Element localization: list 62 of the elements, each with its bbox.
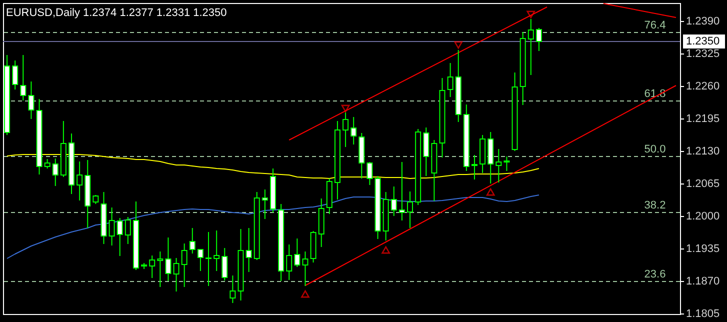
candlestick bbox=[165, 237, 172, 282]
candlestick bbox=[447, 62, 454, 98]
point bbox=[454, 41, 463, 49]
candlestick bbox=[398, 162, 405, 221]
candlestick bbox=[28, 81, 34, 120]
candlestick bbox=[504, 156, 510, 172]
candlestick bbox=[181, 243, 188, 288]
candlestick bbox=[52, 158, 58, 186]
candlestick bbox=[294, 238, 300, 268]
y-tick-label: 1.2325 bbox=[686, 48, 720, 60]
candlestick bbox=[206, 232, 212, 286]
candlestick bbox=[173, 258, 180, 292]
candlestick bbox=[536, 28, 542, 52]
point bbox=[526, 10, 536, 18]
candlestick bbox=[189, 228, 196, 254]
candlestick bbox=[262, 189, 268, 220]
annotation: 50.0 bbox=[644, 144, 666, 156]
y-tick-label: 1.1870 bbox=[686, 276, 720, 288]
candlestick bbox=[286, 244, 292, 280]
annotation: 76.4 bbox=[644, 20, 666, 32]
candlestick bbox=[76, 161, 83, 201]
y-tick-label: 1.2390 bbox=[686, 16, 720, 28]
line-series bbox=[6, 194, 540, 259]
line-series bbox=[6, 154, 540, 179]
point bbox=[486, 188, 495, 196]
candlestick bbox=[390, 186, 397, 216]
y-tick-label: 1.2130 bbox=[686, 146, 720, 158]
candlestick bbox=[342, 112, 349, 148]
candlestick bbox=[528, 18, 534, 76]
candlestick bbox=[496, 148, 502, 183]
y-tick-label: 1.2065 bbox=[686, 178, 720, 190]
point bbox=[341, 104, 350, 112]
y-tick-label: 1.1935 bbox=[686, 243, 720, 255]
candlestick bbox=[149, 255, 156, 278]
y-tick-label: 1.2260 bbox=[686, 80, 720, 92]
point bbox=[382, 246, 390, 254]
y-tick-label: 1.1805 bbox=[686, 308, 720, 320]
candlestick bbox=[44, 158, 50, 169]
candlestick bbox=[12, 60, 18, 90]
y-tick-label: 1.2000 bbox=[686, 210, 720, 222]
candlestick bbox=[246, 228, 252, 272]
candlestick bbox=[366, 162, 373, 186]
chart-title: EURUSD,Daily 1.2374 1.2377 1.2331 1.2350 bbox=[6, 7, 227, 19]
ref-line-label: 1.2350 bbox=[686, 36, 720, 48]
y-tick-label: 1.2195 bbox=[686, 113, 720, 125]
candlestick bbox=[423, 127, 430, 176]
candlestick bbox=[222, 248, 228, 281]
candlestick bbox=[124, 216, 131, 244]
candlestick bbox=[407, 191, 414, 228]
candlestick bbox=[230, 275, 236, 304]
annotation: 38.2 bbox=[644, 200, 666, 212]
candlestick bbox=[197, 248, 204, 272]
candlestick bbox=[214, 230, 220, 272]
candlestick bbox=[20, 54, 26, 101]
annotation: 23.6 bbox=[644, 268, 666, 280]
candlestick bbox=[302, 251, 308, 286]
candlestick bbox=[471, 154, 478, 180]
point bbox=[301, 290, 310, 298]
candlestick bbox=[108, 207, 115, 246]
candlestick bbox=[157, 251, 164, 288]
candlestick bbox=[350, 116, 357, 145]
candlestick bbox=[116, 218, 123, 256]
